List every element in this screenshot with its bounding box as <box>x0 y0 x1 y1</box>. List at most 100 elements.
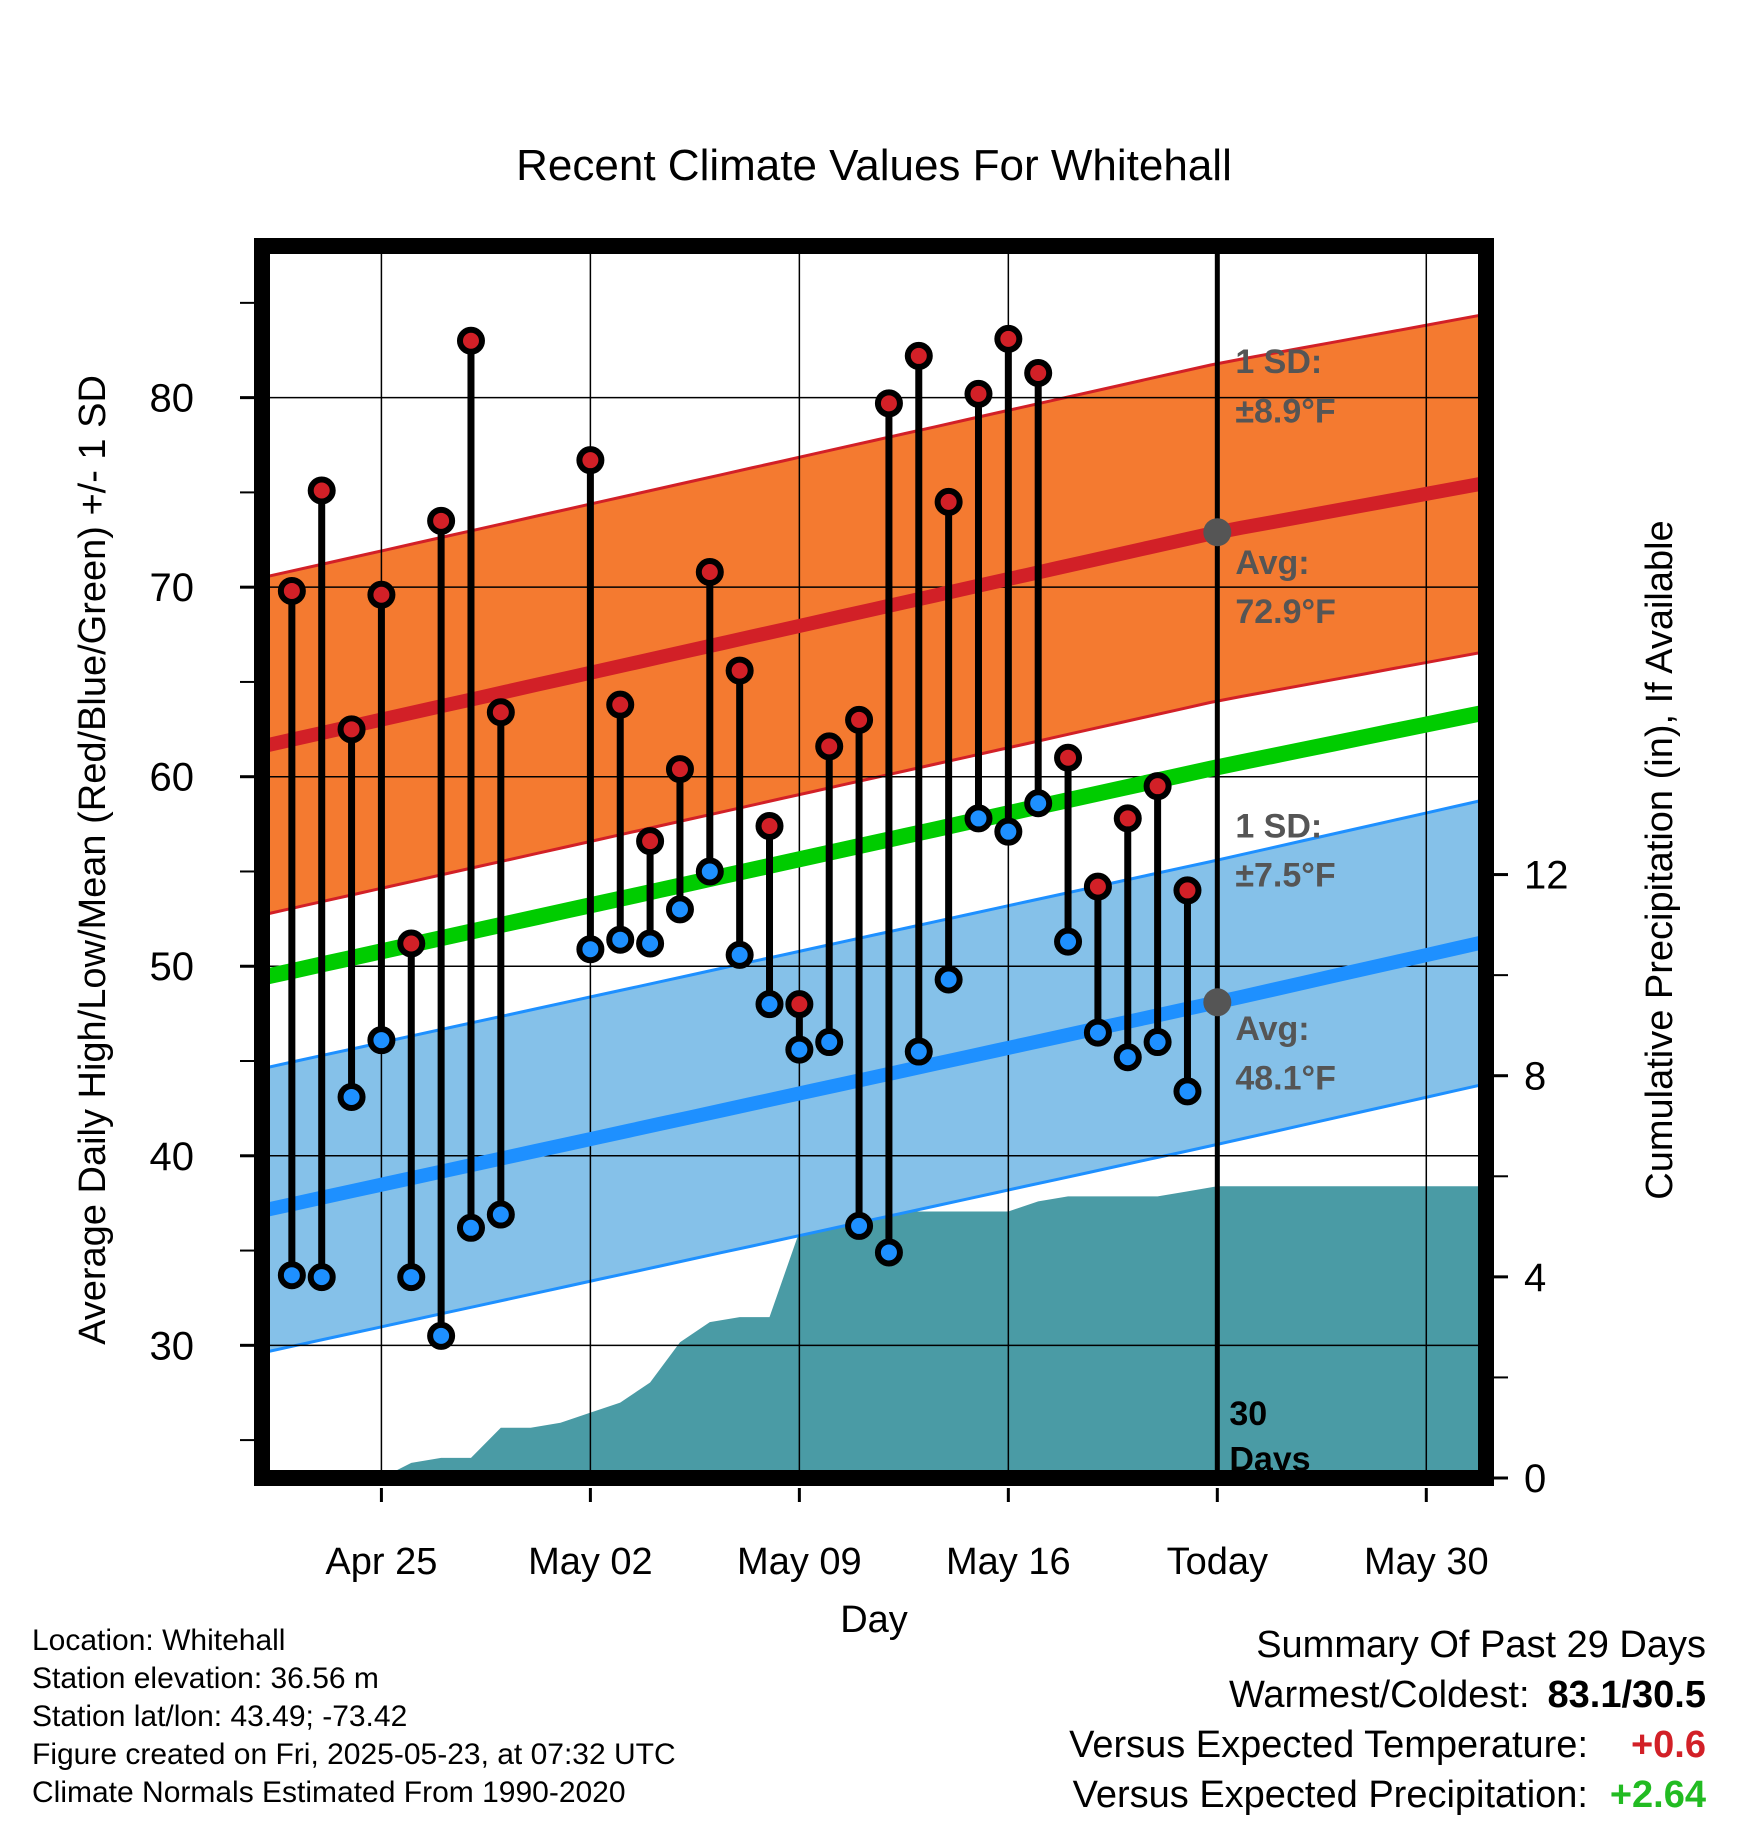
avg-mean-line <box>262 704 1486 986</box>
high-sd-lower-edge <box>262 650 1486 917</box>
today-avg-low-marker <box>1203 988 1232 1017</box>
high-point <box>665 755 694 784</box>
low-sd-label: 1 SD: <box>1235 807 1322 845</box>
summary-panel: Summary Of Past 29 Days Warmest/Coldest:… <box>1069 1620 1706 1820</box>
low-point <box>636 929 665 958</box>
high-sd-upper-edge <box>262 312 1486 580</box>
high-avg-label: Avg: <box>1235 544 1309 582</box>
low-point <box>1054 927 1083 956</box>
high-point <box>337 715 366 744</box>
low-point <box>964 804 993 833</box>
low-avg-label: Avg: <box>1235 1010 1309 1048</box>
high-point <box>427 506 456 535</box>
x-tick-label: Today <box>1167 1541 1268 1583</box>
high-point <box>874 389 903 418</box>
high-point <box>904 341 933 370</box>
precipitation-area <box>262 1186 1486 1478</box>
high-point <box>725 656 754 685</box>
low-point <box>934 965 963 994</box>
high-point <box>1173 876 1202 905</box>
info-created: Figure created on Fri, 2025-05-23, at 07… <box>32 1738 676 1771</box>
low-point <box>307 1263 336 1292</box>
low-point <box>845 1211 874 1240</box>
info-location: Location: Whitehall <box>32 1624 286 1657</box>
y2-tick-label: 4 <box>1524 1256 1546 1300</box>
low-point <box>665 895 694 924</box>
low-point <box>1024 789 1053 818</box>
high-point <box>576 446 605 475</box>
y2-tick-label: 8 <box>1524 1055 1546 1099</box>
low-point <box>785 1035 814 1064</box>
y-axis-label: Average Daily High/Low/Mean (Red/Blue/Gr… <box>72 375 114 1345</box>
low-point <box>1113 1043 1142 1072</box>
plot-frame <box>254 238 1494 1486</box>
low-point <box>606 925 635 954</box>
high-point <box>397 929 426 958</box>
low-point <box>695 857 724 886</box>
info-latlon: Station lat/lon: 43.49; -73.42 <box>32 1700 408 1733</box>
low-avg-value: 48.1°F <box>1235 1059 1336 1097</box>
summary-title: Summary Of Past 29 Days <box>1256 1624 1706 1666</box>
high-sd-label: 1 SD: <box>1235 343 1322 381</box>
low-point <box>874 1238 903 1267</box>
y-tick-label: 80 <box>150 377 195 421</box>
high-point <box>456 326 485 355</box>
chart-title: Recent Climate Values For Whitehall <box>516 141 1232 190</box>
low-sd-lower-edge <box>262 1082 1486 1355</box>
y-tick-label: 70 <box>150 566 195 610</box>
low-point <box>486 1200 515 1229</box>
summary-temp-row: Versus Expected Temperature: +0.6 <box>1069 1720 1706 1770</box>
today-avg-high-marker <box>1203 518 1232 547</box>
low-sd-upper-edge <box>262 798 1486 1071</box>
high-point <box>1083 872 1112 901</box>
summary-temp-label: Versus Expected Temperature: <box>1069 1724 1588 1766</box>
low-point <box>337 1083 366 1112</box>
station-info: Location: Whitehall Station elevation: 3… <box>32 1622 676 1812</box>
info-normals: Climate Normals Estimated From 1990-2020 <box>32 1776 626 1809</box>
plot-area: 1 SD: ±8.9°F Avg: 72.9°F 1 SD: ±7.5°F Avg: 48.1… <box>150 238 1569 1583</box>
low-point <box>277 1261 306 1290</box>
high-point <box>636 827 665 856</box>
high-point <box>755 811 784 840</box>
high-point <box>1054 743 1083 772</box>
low-point <box>815 1028 844 1057</box>
x-tick-label: Apr 25 <box>325 1541 437 1583</box>
summary-precip-row: Versus Expected Precipitation: +2.64 <box>1069 1770 1706 1820</box>
y-tick-label: 60 <box>150 756 195 800</box>
y-tick-label: 40 <box>150 1135 195 1179</box>
y-tick-label: 30 <box>150 1324 195 1368</box>
high-point <box>695 558 724 587</box>
high-point <box>277 576 306 605</box>
high-point <box>934 487 963 516</box>
high-point <box>1024 358 1053 387</box>
y2-axis-label: Cumulative Precipitation (in), If Availa… <box>1639 520 1681 1199</box>
high-point <box>785 990 814 1019</box>
summary-precip-value: +2.64 <box>1609 1774 1706 1816</box>
low-point <box>367 1026 396 1055</box>
summary-precip-label: Versus Expected Precipitation: <box>1072 1774 1588 1816</box>
y-tick-label: 50 <box>150 945 195 989</box>
low-point <box>994 817 1023 846</box>
high-sd-value: ±8.9°F <box>1235 392 1335 430</box>
low-point <box>576 935 605 964</box>
low-point <box>1173 1077 1202 1106</box>
low-point <box>904 1037 933 1066</box>
high-point <box>367 580 396 609</box>
plot-clipped <box>262 246 1486 1478</box>
high-point <box>1143 772 1172 801</box>
x-tick-label: May 02 <box>528 1541 653 1583</box>
y2-tick-label: 12 <box>1524 854 1569 898</box>
low-point <box>725 940 754 969</box>
avg-low-line <box>262 934 1486 1218</box>
x-tick-label: May 16 <box>946 1541 1071 1583</box>
low-point <box>427 1321 456 1350</box>
high-point <box>307 476 336 505</box>
summary-warmest-label: Warmest/Coldest: <box>1228 1674 1530 1716</box>
x-axis-label: Day <box>840 1599 908 1641</box>
high-point <box>964 379 993 408</box>
high-point <box>815 732 844 761</box>
info-elevation: Station elevation: 36.56 m <box>32 1662 379 1695</box>
y2-tick-label: 0 <box>1524 1457 1546 1501</box>
high-avg-value: 72.9°F <box>1235 593 1336 631</box>
